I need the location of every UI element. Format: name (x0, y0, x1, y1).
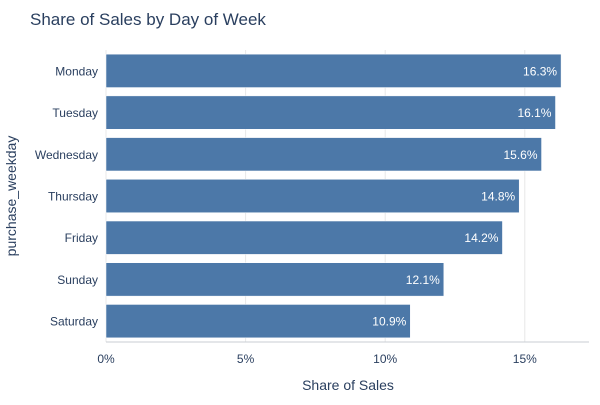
x-tick-label: 10% (373, 352, 397, 366)
bar-tuesday (105, 95, 556, 130)
y-tick-label: Monday (55, 64, 98, 78)
data-label: 15.6% (504, 148, 538, 162)
bar-saturday (105, 304, 411, 339)
data-label: 14.8% (481, 190, 515, 204)
bar-thursday (105, 179, 520, 213)
x-axis-label: Share of Sales (302, 377, 394, 393)
bar-sunday (105, 262, 445, 297)
data-label: 16.3% (523, 64, 557, 78)
bars (105, 53, 562, 339)
y-tick-label: Tuesday (52, 106, 98, 120)
x-axis-ticks: 0% 5% 10% 15% (97, 352, 537, 366)
data-label: 12.1% (406, 273, 440, 287)
bar-friday (105, 220, 503, 255)
chart-title: Share of Sales by Day of Week (30, 10, 266, 29)
x-tick-label: 5% (237, 352, 255, 366)
y-tick-label: Sunday (57, 273, 98, 287)
y-tick-label: Thursday (48, 190, 98, 204)
x-tick-label: 0% (97, 352, 115, 366)
data-label: 14.2% (464, 231, 498, 245)
bar-monday (105, 53, 562, 88)
data-label: 16.1% (517, 106, 551, 120)
data-label: 10.9% (372, 315, 406, 329)
y-axis-label: purchase_weekday (3, 136, 19, 257)
data-labels: 16.3% 16.1% 15.6% 14.8% 14.2% 12.1% 10.9% (372, 64, 557, 328)
x-tick-label: 15% (513, 352, 537, 366)
bar-wednesday (105, 137, 542, 172)
y-tick-label: Saturday (50, 315, 98, 329)
y-tick-label: Wednesday (35, 148, 98, 162)
y-tick-label: Friday (65, 231, 98, 245)
y-axis-ticks: Monday Tuesday Wednesday Thursday Friday Sund… (35, 64, 98, 328)
